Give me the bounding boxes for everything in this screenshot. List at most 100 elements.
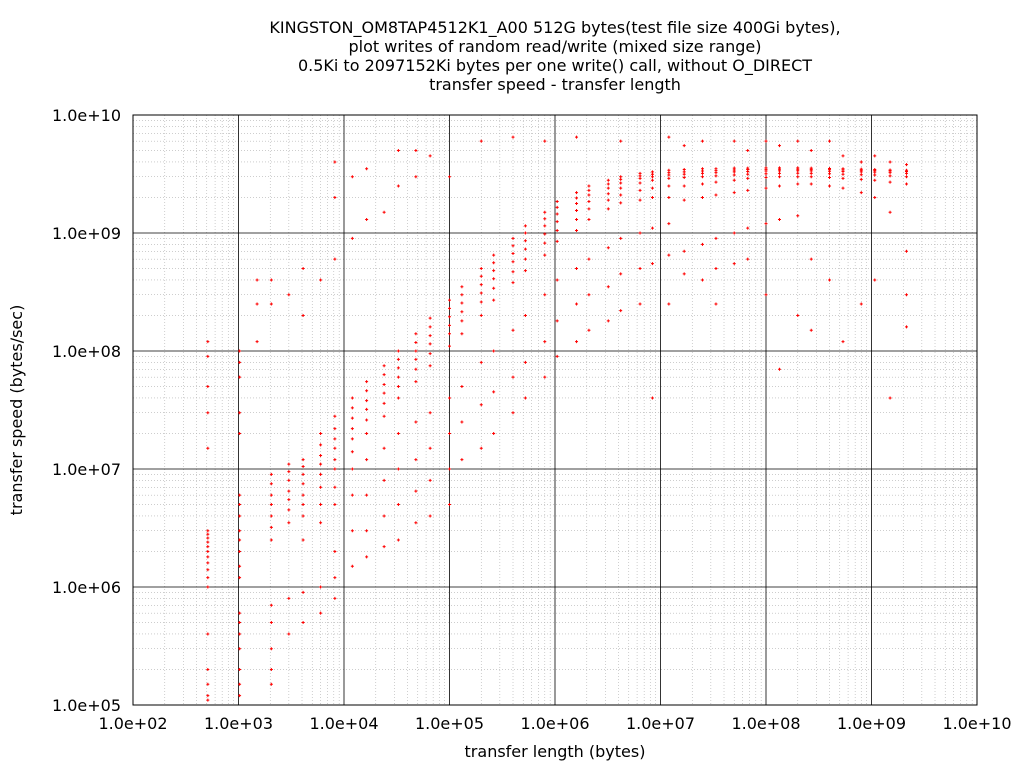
data-point bbox=[650, 175, 654, 179]
plot-frame bbox=[132, 114, 978, 706]
chart-title: KINGSTON_OM8TAP4512K1_A00 512G bytes(tes… bbox=[269, 18, 840, 94]
data-point bbox=[428, 364, 432, 368]
data-point bbox=[543, 210, 547, 214]
data-point bbox=[575, 218, 579, 222]
data-point bbox=[777, 184, 781, 188]
data-point bbox=[905, 293, 909, 297]
data-point bbox=[905, 325, 909, 329]
data-point bbox=[255, 340, 259, 344]
data-point bbox=[238, 514, 242, 518]
data-point bbox=[206, 532, 210, 536]
data-point bbox=[206, 667, 210, 671]
data-point bbox=[492, 390, 496, 394]
data-point bbox=[301, 514, 305, 518]
data-point bbox=[859, 302, 863, 306]
data-point bbox=[333, 549, 337, 553]
x-tick-label: 1.0e+04 bbox=[309, 714, 378, 733]
data-point bbox=[888, 174, 892, 178]
data-point bbox=[682, 172, 686, 176]
x-axis-label: transfer length (bytes) bbox=[465, 742, 646, 761]
data-point bbox=[650, 195, 654, 199]
data-point bbox=[333, 427, 337, 431]
data-point bbox=[238, 682, 242, 686]
data-point bbox=[414, 332, 418, 336]
data-point bbox=[638, 176, 642, 180]
data-point bbox=[523, 269, 527, 273]
data-point bbox=[606, 207, 610, 211]
data-point bbox=[492, 261, 496, 265]
data-point bbox=[888, 180, 892, 184]
data-point bbox=[841, 154, 845, 158]
data-point bbox=[414, 149, 418, 153]
data-point bbox=[206, 536, 210, 540]
data-point bbox=[732, 170, 736, 174]
x-tick-label: 1.0e+08 bbox=[731, 714, 800, 733]
data-point bbox=[667, 302, 671, 306]
data-point bbox=[206, 549, 210, 553]
data-point bbox=[269, 647, 273, 651]
data-point bbox=[523, 257, 527, 261]
data-point bbox=[238, 360, 242, 364]
data-point bbox=[333, 446, 337, 450]
data-point bbox=[460, 420, 464, 424]
data-point bbox=[448, 175, 451, 179]
data-point bbox=[365, 167, 369, 171]
data-point bbox=[638, 181, 642, 185]
data-point bbox=[714, 193, 718, 197]
data-point bbox=[587, 218, 591, 222]
data-point bbox=[543, 232, 547, 236]
data-point bbox=[365, 399, 369, 403]
y-tick-label: 1.0e+08 bbox=[52, 342, 121, 361]
data-point bbox=[479, 300, 483, 304]
data-point bbox=[238, 576, 242, 580]
data-point bbox=[365, 380, 369, 384]
data-point bbox=[828, 176, 832, 180]
data-point bbox=[638, 188, 642, 192]
data-point bbox=[873, 154, 877, 158]
data-point bbox=[269, 278, 273, 282]
data-point bbox=[555, 319, 559, 323]
data-point bbox=[575, 191, 579, 195]
data-point bbox=[619, 181, 623, 185]
data-point bbox=[365, 418, 369, 422]
data-point bbox=[382, 401, 386, 405]
data-point bbox=[301, 493, 305, 497]
data-point bbox=[238, 694, 242, 698]
data-point bbox=[396, 349, 400, 353]
title-line-2: plot writes of random read/write (mixed … bbox=[349, 37, 762, 56]
data-point bbox=[287, 478, 291, 482]
data-point bbox=[492, 298, 496, 302]
data-point bbox=[700, 195, 704, 199]
data-point bbox=[319, 503, 323, 507]
data-point bbox=[428, 316, 432, 320]
data-point bbox=[238, 503, 242, 507]
data-point bbox=[460, 310, 464, 314]
data-point bbox=[238, 493, 242, 497]
data-point bbox=[414, 380, 418, 384]
data-point bbox=[714, 267, 718, 271]
data-point bbox=[350, 529, 354, 533]
data-point bbox=[606, 186, 610, 190]
data-point bbox=[619, 309, 623, 313]
y-axis-label: transfer speed (bytes/sec) bbox=[7, 305, 26, 516]
data-point bbox=[796, 175, 800, 179]
y-tick-label: 1.0e+05 bbox=[52, 696, 121, 715]
data-point bbox=[269, 514, 273, 518]
data-point bbox=[587, 207, 591, 211]
data-point bbox=[319, 454, 323, 458]
data-point bbox=[650, 172, 654, 176]
data-point bbox=[700, 139, 704, 143]
data-point bbox=[319, 278, 323, 282]
data-point bbox=[777, 367, 781, 371]
data-point bbox=[905, 163, 909, 167]
data-point bbox=[492, 286, 496, 290]
data-point bbox=[479, 139, 483, 143]
data-point bbox=[905, 175, 909, 179]
data-point bbox=[414, 489, 418, 493]
data-point bbox=[460, 385, 464, 389]
data-point bbox=[206, 576, 210, 580]
data-point bbox=[414, 349, 418, 353]
data-point bbox=[428, 514, 432, 518]
title-line-3: 0.5Ki to 2097152Ki bytes per one write()… bbox=[298, 56, 812, 76]
